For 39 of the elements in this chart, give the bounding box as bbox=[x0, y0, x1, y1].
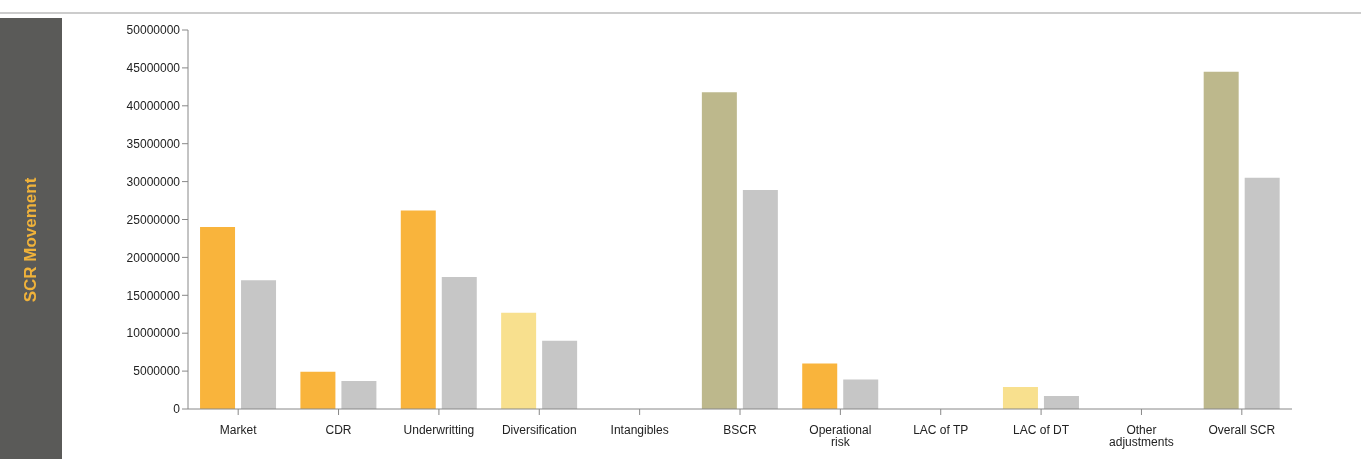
x-tick-label: Underwritting bbox=[403, 422, 475, 437]
x-tick-label: Overall SCR bbox=[1208, 422, 1276, 437]
y-tick-label: 15000000 bbox=[126, 288, 181, 303]
x-tick-label: LAC of DT bbox=[1013, 422, 1070, 437]
y-tick-label: 0 bbox=[173, 402, 181, 417]
bar bbox=[1203, 71, 1239, 409]
x-tick-label: LAC of TP bbox=[913, 422, 969, 437]
y-tick-label: 35000000 bbox=[126, 136, 181, 151]
bar bbox=[501, 312, 537, 409]
y-tick-label: 45000000 bbox=[126, 61, 181, 76]
bar bbox=[300, 371, 336, 409]
y-tick-label: 10000000 bbox=[126, 326, 181, 341]
bar bbox=[542, 340, 578, 409]
x-tick-label: Diversification bbox=[501, 422, 577, 437]
x-tick-label: BSCR bbox=[723, 422, 757, 437]
y-tick-label: 25000000 bbox=[126, 212, 181, 227]
y-tick-label: 50000000 bbox=[126, 23, 181, 38]
x-tick-label: Operational risk bbox=[809, 422, 872, 449]
x-tick-label: Other adjustments bbox=[1109, 422, 1174, 449]
bar bbox=[1043, 396, 1079, 409]
y-tick-label: 30000000 bbox=[126, 174, 181, 189]
bar bbox=[802, 363, 838, 409]
x-tick-label: Market bbox=[219, 422, 258, 437]
bar bbox=[701, 92, 737, 409]
x-tick-label: CDR bbox=[325, 422, 352, 437]
x-tick-label: Intangibles bbox=[610, 422, 669, 437]
bar bbox=[400, 210, 436, 409]
bar bbox=[742, 189, 778, 409]
y-tick-label: 20000000 bbox=[126, 250, 181, 265]
bar bbox=[843, 379, 879, 409]
bar bbox=[241, 280, 277, 409]
text: SCR Movement bbox=[21, 177, 41, 303]
bar bbox=[200, 227, 236, 409]
bar bbox=[1244, 177, 1280, 409]
bar bbox=[341, 380, 377, 409]
bar bbox=[441, 277, 477, 409]
y-tick-label: 5000000 bbox=[133, 364, 181, 379]
y-tick-label: 40000000 bbox=[126, 99, 181, 114]
bar bbox=[1002, 387, 1038, 409]
